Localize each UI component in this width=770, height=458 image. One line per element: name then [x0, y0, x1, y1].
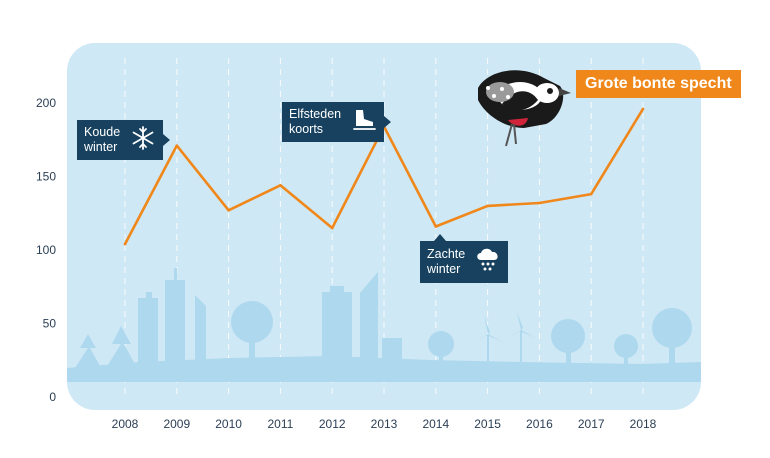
data-point-2018 — [641, 107, 645, 111]
rain-cloud-icon — [475, 246, 501, 278]
data-point-2016 — [538, 201, 541, 205]
data-point-2011 — [279, 184, 282, 187]
y-axis-ticks: 0 50 100 150 200 — [36, 96, 56, 404]
x-tick-label: 2010 — [215, 417, 242, 431]
y-tick-label: 50 — [43, 317, 57, 331]
x-tick-label: 2009 — [163, 417, 190, 431]
annotation-elfsteden-koorts: Elfsteden koorts — [282, 102, 391, 142]
y-tick-label: 100 — [36, 243, 56, 257]
x-tick-label: 2016 — [526, 417, 553, 431]
x-tick-label: 2011 — [267, 417, 293, 431]
y-tick-label: 200 — [36, 96, 56, 110]
x-tick-label: 2013 — [371, 417, 398, 431]
annotation-text: Elfsteden koorts — [289, 107, 342, 136]
x-tick-label: 2015 — [474, 417, 501, 431]
data-point-2010 — [227, 209, 230, 212]
data-point-2008 — [123, 242, 127, 246]
woodpecker-illustration — [478, 70, 571, 147]
data-point-2014 — [434, 225, 438, 228]
x-tick-label: 2012 — [319, 417, 346, 431]
annotation-zachte-winter: Zachte winter — [420, 234, 508, 283]
x-tick-label: 2018 — [630, 417, 657, 431]
annotation-text: Zachte winter — [427, 247, 466, 276]
x-axis-ticks: 2008 2009 2010 2011 2012 2013 2014 2015 2016 2017… — [112, 417, 657, 431]
data-point-2009 — [175, 144, 179, 147]
ice-skate-icon — [351, 107, 377, 137]
annotation-text: Koude winter — [84, 125, 121, 154]
y-tick-label: 0 — [49, 390, 56, 404]
x-tick-label: 2014 — [422, 417, 449, 431]
data-point-2017 — [589, 192, 593, 196]
species-label: Grote bonte specht — [576, 70, 741, 98]
y-tick-label: 150 — [36, 170, 56, 184]
data-point-2015 — [486, 204, 489, 208]
x-tick-label: 2008 — [112, 417, 139, 431]
snowflake-icon — [130, 125, 156, 155]
skyline-illustration — [67, 268, 701, 382]
data-point-2012 — [330, 226, 334, 230]
annotation-koude-winter: Koude winter — [77, 120, 170, 160]
x-tick-label: 2017 — [578, 417, 605, 431]
